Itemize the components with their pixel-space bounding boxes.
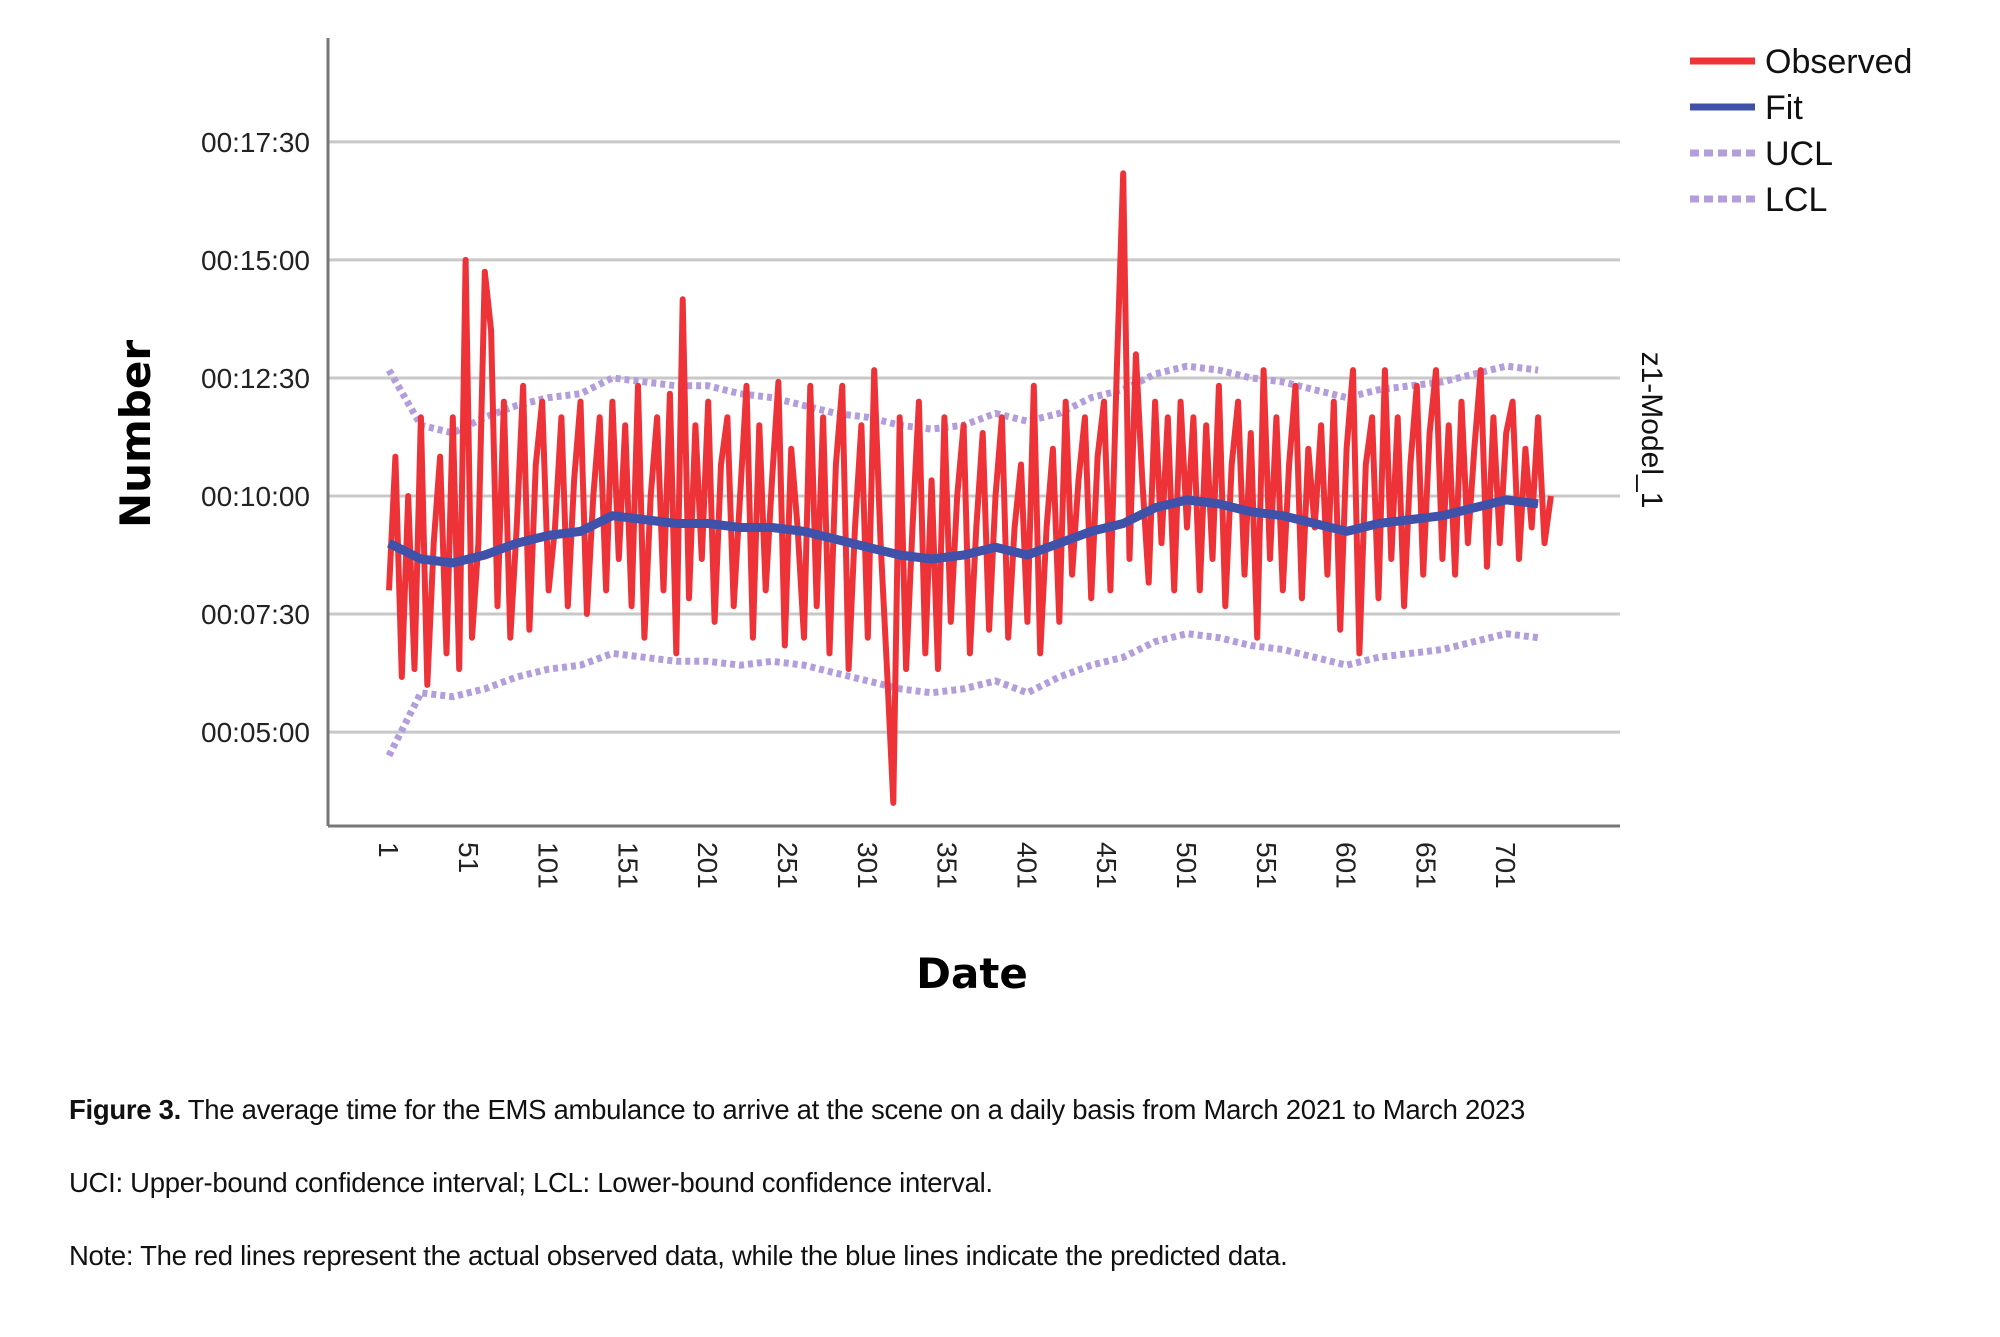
series-lcl-line bbox=[385, 630, 1539, 758]
x-tick-label: 201 bbox=[692, 842, 723, 889]
legend-ucl-label: UCL bbox=[1765, 135, 1833, 173]
series-observed-line bbox=[386, 170, 1554, 806]
legend-observed-label: Observed bbox=[1765, 43, 1912, 81]
x-tick-label: 51 bbox=[453, 842, 484, 873]
y-tick-label: 00:10:00 bbox=[201, 481, 310, 512]
y-tick-label: 00:05:00 bbox=[201, 717, 310, 748]
y-tick-label: 00:17:30 bbox=[201, 127, 310, 158]
y-axis-ticks: 00:17:30 00:15:00 00:12:30 00:10:00 00:07:30… bbox=[201, 127, 310, 748]
x-tick-label: 501 bbox=[1171, 842, 1202, 889]
x-tick-label: 301 bbox=[852, 842, 883, 889]
y-tick-label: 00:15:00 bbox=[201, 245, 310, 276]
y-tick-label: 00:07:30 bbox=[201, 599, 310, 630]
x-tick-label: 651 bbox=[1410, 842, 1441, 889]
legend-lcl-label: LCL bbox=[1765, 181, 1827, 219]
model-label: z1-Model_1 bbox=[1635, 352, 1668, 509]
x-tick-label: 451 bbox=[1091, 842, 1122, 889]
x-tick-label: 551 bbox=[1251, 842, 1282, 889]
abbreviations-note: UCI: Upper-bound confidence interval; LC… bbox=[69, 1167, 993, 1198]
figure-caption: Figure 3. The average time for the EMS a… bbox=[69, 1094, 1525, 1126]
figure-label: Figure 3. bbox=[69, 1094, 181, 1125]
x-axis-ticks: 1 51 101 151 201 251 301 351 401 451 501 551 601 651 7… bbox=[373, 842, 1521, 889]
legend-fit-label: Fit bbox=[1765, 89, 1803, 127]
y-tick-label: 00:12:30 bbox=[201, 363, 310, 394]
x-tick-label: 701 bbox=[1490, 842, 1521, 889]
x-tick-label: 601 bbox=[1331, 842, 1362, 889]
x-tick-label: 351 bbox=[932, 842, 963, 889]
series-fit-line bbox=[387, 495, 1539, 568]
x-tick-label: 101 bbox=[533, 842, 564, 889]
x-tick-label: 251 bbox=[772, 842, 803, 889]
color-note: Note: The red lines represent the actual… bbox=[69, 1240, 1288, 1271]
legend: Observed Fit UCL LCL bbox=[1690, 43, 1912, 219]
y-axis-title: Number bbox=[111, 340, 160, 528]
figure-text: The average time for the EMS ambulance t… bbox=[180, 1094, 1526, 1125]
series-lines bbox=[385, 170, 1554, 806]
x-tick-label: 1 bbox=[373, 842, 404, 858]
x-tick-label: 401 bbox=[1011, 842, 1042, 889]
x-tick-label: 151 bbox=[612, 842, 643, 889]
x-axis-title: Date bbox=[916, 949, 1028, 998]
